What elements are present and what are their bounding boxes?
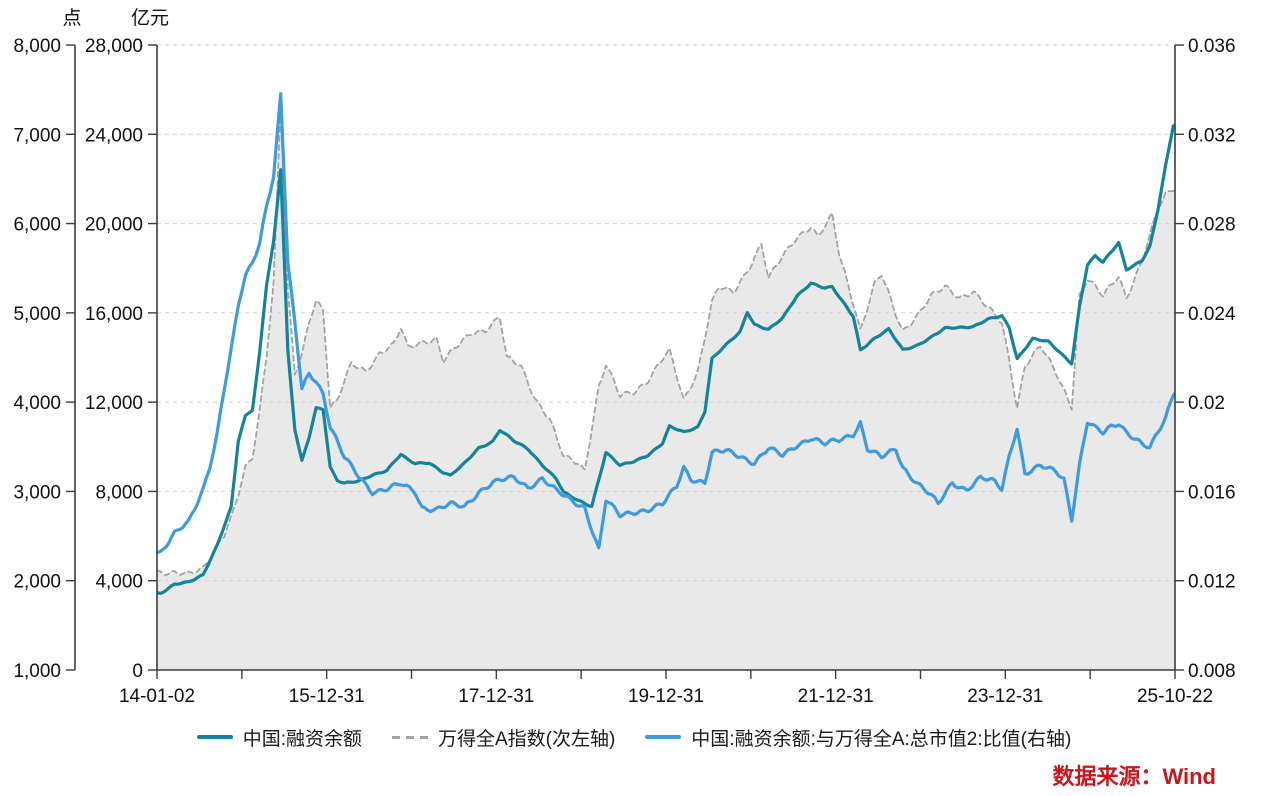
axis-ticks <box>66 44 1184 679</box>
data-source-note: 数据来源：Wind <box>1052 764 1216 789</box>
y-tick-label-points: 1,000 <box>13 661 61 682</box>
y-tick-label-yiyuan: 24,000 <box>85 125 143 146</box>
x-tick-label: 25-10-22 <box>1137 686 1213 707</box>
y-tick-label-yiyuan: 16,000 <box>85 304 143 325</box>
solid-line-swatch <box>645 735 682 739</box>
left-axis-title-yiyuan: 亿元 <box>131 7 169 29</box>
x-tick-label: 15-12-31 <box>289 686 365 707</box>
legend-item: 万得全A指数(次左轴) <box>391 724 616 751</box>
left-axis-title-points: 点 <box>62 7 81 29</box>
y-tick-label-points: 8,000 <box>13 36 61 57</box>
y-tick-label-points: 4,000 <box>13 393 61 414</box>
y-tick-label-ratio: 0.036 <box>1188 36 1236 57</box>
y-tick-label-ratio: 0.008 <box>1188 661 1236 682</box>
y-tick-label-yiyuan: 8,000 <box>95 482 143 503</box>
y-tick-label-points: 6,000 <box>13 215 61 236</box>
y-tick-label-yiyuan: 0 <box>132 661 143 682</box>
series-line-margin-to-mktcap-ratio <box>157 92 1175 555</box>
index-area-fill <box>157 104 1175 670</box>
series-line-wind-all-a-index <box>157 103 1175 577</box>
y-tick-label-yiyuan: 20,000 <box>85 215 143 236</box>
solid-line-swatch <box>196 735 233 739</box>
y-tick-label-ratio: 0.028 <box>1188 215 1236 236</box>
y-tick-label-yiyuan: 12,000 <box>85 393 143 414</box>
x-tick-label: 21-12-31 <box>798 686 874 707</box>
legend-label: 中国:融资余额:与万得全A:总市值2:比值(右轴) <box>691 728 1072 750</box>
x-tick-label: 19-12-31 <box>628 686 704 707</box>
series-line-margin-balance <box>157 123 1175 595</box>
y-tick-label-ratio: 0.02 <box>1188 393 1225 414</box>
y-tick-label-points: 7,000 <box>13 125 61 146</box>
x-tick-label: 14-01-02 <box>119 686 195 707</box>
dashed-line-swatch <box>391 735 428 739</box>
x-tick-label: 17-12-31 <box>458 686 534 707</box>
y-tick-label-ratio: 0.016 <box>1188 482 1236 503</box>
y-tick-label-ratio: 0.032 <box>1188 125 1236 146</box>
legend-label: 中国:融资余额 <box>242 728 362 750</box>
y-tick-label-points: 3,000 <box>13 482 61 503</box>
y-tick-label-yiyuan: 28,000 <box>85 36 143 57</box>
chart-canvas: 点 亿元 8,000 7,000 6,000 5,000 4,000 3,000 2,000… <box>13 7 1236 707</box>
legend-label: 万得全A指数(次左轴) <box>437 728 616 750</box>
x-tick-label: 23-12-31 <box>967 686 1043 707</box>
y-tick-label-yiyuan: 4,000 <box>95 572 143 593</box>
y-tick-label-points: 2,000 <box>13 572 61 593</box>
legend-item: 中国:融资余额 <box>196 724 362 751</box>
y-tick-label-ratio: 0.024 <box>1188 304 1236 325</box>
y-tick-label-points: 5,000 <box>13 304 61 325</box>
legend: 中国:融资余额 万得全A指数(次左轴) 中国:融资余额:与万得全A:总市值2:比值(… <box>0 723 1268 751</box>
gridlines <box>157 44 1175 582</box>
y-tick-label-ratio: 0.012 <box>1188 572 1236 593</box>
legend-item: 中国:融资余额:与万得全A:总市值2:比值(右轴) <box>645 724 1071 751</box>
